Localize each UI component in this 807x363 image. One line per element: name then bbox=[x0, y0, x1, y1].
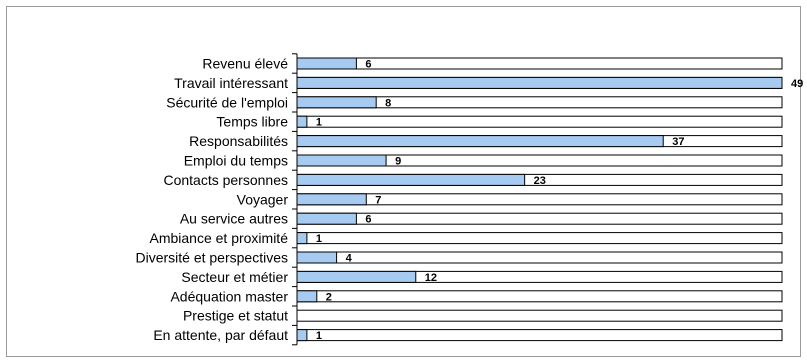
bar bbox=[296, 135, 664, 148]
bar bbox=[296, 232, 308, 245]
data-label: 37 bbox=[672, 136, 684, 148]
category-label: Revenu élevé bbox=[202, 56, 288, 72]
category-label: Au service autres bbox=[180, 211, 288, 227]
category-label: Voyager bbox=[237, 191, 289, 207]
bar bbox=[296, 212, 357, 225]
bar bbox=[296, 251, 338, 264]
bars-layer bbox=[296, 57, 783, 342]
data-label: 49 bbox=[791, 78, 803, 90]
bar-track bbox=[296, 232, 783, 245]
category-label: En attente, par défaut bbox=[153, 327, 288, 343]
bar-track bbox=[296, 290, 783, 303]
data-label: 1 bbox=[316, 330, 322, 342]
bar bbox=[296, 96, 377, 109]
bar bbox=[296, 154, 387, 167]
data-label: 7 bbox=[375, 194, 381, 206]
category-label: Diversité et perspectives bbox=[135, 250, 288, 266]
axis-layer bbox=[292, 53, 298, 346]
data-label: 2 bbox=[326, 291, 332, 303]
data-label: 9 bbox=[395, 156, 401, 168]
category-label: Contacts personnes bbox=[163, 172, 288, 188]
bar bbox=[296, 270, 417, 283]
data-label: 6 bbox=[365, 214, 371, 226]
bar bbox=[296, 329, 308, 342]
bar bbox=[296, 193, 367, 206]
bar-track bbox=[296, 309, 783, 322]
category-label: Ambiance et proximité bbox=[149, 230, 288, 246]
data-label: 6 bbox=[365, 59, 371, 71]
bar bbox=[296, 290, 318, 303]
category-label: Travail intéressant bbox=[174, 75, 288, 91]
data-label: 12 bbox=[425, 272, 437, 284]
category-label: Sécurité de l'emploi bbox=[166, 94, 288, 110]
data-label: 8 bbox=[385, 97, 391, 109]
data-label: 1 bbox=[316, 233, 322, 245]
bar-track bbox=[296, 115, 783, 128]
category-label: Prestige et statut bbox=[183, 308, 288, 324]
category-label: Emploi du temps bbox=[184, 153, 288, 169]
category-label: Adéquation master bbox=[170, 288, 288, 304]
data-label: 4 bbox=[346, 253, 353, 265]
category-label: Temps libre bbox=[216, 114, 288, 130]
bar bbox=[296, 173, 526, 186]
data-label: 23 bbox=[534, 175, 546, 187]
bar-track bbox=[296, 251, 783, 264]
bar bbox=[296, 76, 783, 89]
bar-track bbox=[296, 193, 783, 206]
category-label: Responsabilités bbox=[189, 133, 288, 149]
category-label: Secteur et métier bbox=[181, 269, 288, 285]
bar bbox=[296, 57, 357, 70]
bar bbox=[296, 115, 308, 128]
data-label: 1 bbox=[316, 117, 322, 129]
bar-track bbox=[296, 329, 783, 342]
